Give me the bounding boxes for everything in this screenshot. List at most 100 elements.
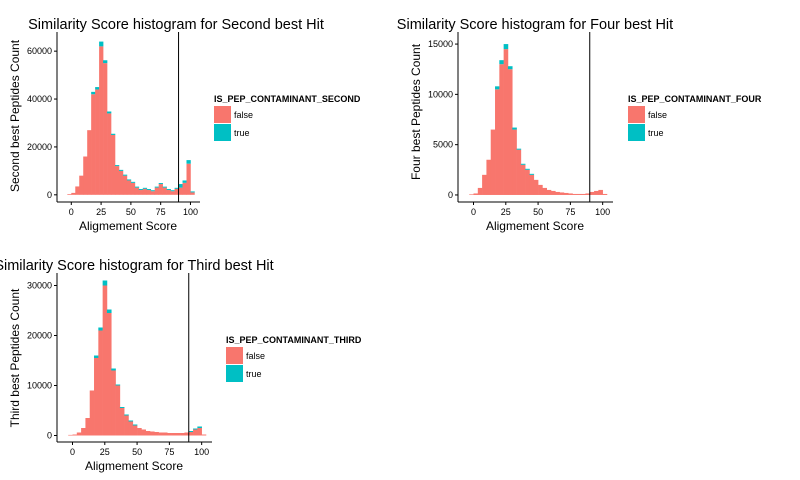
bar-false bbox=[170, 191, 175, 195]
bar-true bbox=[103, 60, 108, 64]
bar-false bbox=[486, 159, 492, 195]
bar-false bbox=[589, 191, 595, 195]
bar-false bbox=[572, 193, 578, 195]
plot-area: 0 25 50 75 100 0 20000 40000 60000 bbox=[27, 32, 200, 217]
y-tick-label: 10000 bbox=[27, 381, 52, 391]
bar-false bbox=[507, 69, 513, 195]
bar-true bbox=[495, 86, 500, 90]
bar-true bbox=[115, 384, 121, 386]
bar-true bbox=[99, 41, 104, 47]
bar-false bbox=[469, 194, 474, 195]
legend-title: IS_PEP_CONTAMINANT_THIRD bbox=[226, 335, 362, 345]
y-axis-title: Third best Peptides Count bbox=[8, 288, 22, 427]
bar-true bbox=[114, 165, 120, 167]
bar-false bbox=[551, 190, 556, 195]
bar-true bbox=[166, 189, 171, 191]
bar-false bbox=[111, 134, 116, 195]
bar-false bbox=[102, 285, 108, 436]
bar-true bbox=[111, 133, 116, 135]
bar-true bbox=[525, 168, 530, 170]
bar-true bbox=[162, 186, 167, 188]
bar-false bbox=[533, 179, 539, 195]
bar-false bbox=[118, 170, 124, 195]
bar-false bbox=[132, 425, 138, 436]
bar-false bbox=[520, 164, 526, 195]
bar-false bbox=[85, 418, 91, 436]
bar-false bbox=[142, 188, 148, 195]
bar-false bbox=[473, 193, 479, 195]
y-tick-label: 30000 bbox=[27, 281, 52, 291]
y-tick-label: 0 bbox=[47, 190, 52, 200]
histogram-panel-four: Similarity Score histogram for Four best… bbox=[397, 17, 762, 233]
bar-false bbox=[158, 184, 163, 195]
bar-false bbox=[95, 89, 100, 195]
bar-false bbox=[154, 187, 159, 195]
bar-true bbox=[174, 187, 179, 189]
legend: IS_PEP_CONTAMINANT_THIRD false true bbox=[226, 335, 362, 382]
legend-title: IS_PEP_CONTAMINANT_FOUR bbox=[628, 94, 762, 104]
bar-false bbox=[490, 129, 496, 195]
bar-true bbox=[499, 60, 504, 65]
bar-false bbox=[128, 421, 134, 436]
bar-true bbox=[106, 309, 112, 313]
x-tick-label: 0 bbox=[69, 207, 74, 217]
bar-false bbox=[119, 408, 125, 436]
bar-true bbox=[193, 428, 198, 430]
bar-false bbox=[546, 189, 552, 195]
bar-false bbox=[576, 193, 582, 195]
bar-false bbox=[138, 190, 144, 195]
bar-true bbox=[107, 111, 112, 114]
x-tick-label: 25 bbox=[501, 207, 511, 217]
bar-false bbox=[598, 189, 603, 195]
y-tick-label: 10000 bbox=[428, 89, 453, 99]
bar-true bbox=[102, 280, 108, 286]
x-axis-title: Aligmement Score bbox=[79, 219, 177, 233]
legend-label-true: true bbox=[648, 128, 664, 138]
bar-true bbox=[182, 180, 187, 183]
y-tick-label: 20000 bbox=[27, 142, 52, 152]
legend-label-false: false bbox=[648, 110, 667, 120]
legend-swatch-false bbox=[628, 106, 645, 123]
bar-true bbox=[128, 420, 134, 422]
y-axis-title: Second best Peptides Count bbox=[8, 39, 22, 192]
bar-true bbox=[119, 407, 125, 408]
bar-false bbox=[126, 180, 132, 195]
bar-false bbox=[175, 433, 181, 436]
bar-false bbox=[162, 187, 167, 195]
bar-false bbox=[68, 434, 73, 436]
bar-false bbox=[150, 431, 155, 436]
bar-true bbox=[520, 163, 526, 165]
bar-false bbox=[99, 46, 104, 195]
bar-false bbox=[499, 64, 504, 195]
x-axis-title: Aligmement Score bbox=[486, 219, 584, 233]
bar-false bbox=[482, 174, 487, 195]
bar-false bbox=[158, 432, 164, 436]
x-tick-label: 100 bbox=[595, 207, 610, 217]
bar-false bbox=[83, 156, 88, 195]
bar-false bbox=[495, 89, 500, 195]
bar-false bbox=[150, 191, 156, 195]
bar-true bbox=[190, 191, 195, 193]
legend-swatch-true bbox=[628, 124, 645, 141]
bar-false bbox=[81, 428, 86, 436]
bar-false bbox=[197, 428, 202, 436]
bar-false bbox=[122, 175, 128, 195]
legend-label-true: true bbox=[234, 128, 250, 138]
bar-false bbox=[184, 432, 190, 436]
legend-swatch-false bbox=[226, 347, 243, 364]
bar-true bbox=[507, 66, 513, 70]
bar-false bbox=[71, 192, 76, 195]
bar-false bbox=[166, 190, 171, 195]
bar-true bbox=[98, 327, 103, 331]
x-tick-label: 75 bbox=[565, 207, 575, 217]
bar-false bbox=[538, 184, 543, 195]
bar-true bbox=[118, 169, 124, 171]
bar-true bbox=[512, 127, 517, 130]
bar-true bbox=[158, 183, 163, 185]
bar-true bbox=[188, 431, 194, 432]
bar-true bbox=[197, 426, 202, 428]
bar-true bbox=[132, 424, 138, 426]
bar-true bbox=[126, 179, 132, 181]
bar-true bbox=[134, 186, 140, 188]
histogram-panel-second: Similarity Score histogram for Second be… bbox=[8, 17, 361, 233]
